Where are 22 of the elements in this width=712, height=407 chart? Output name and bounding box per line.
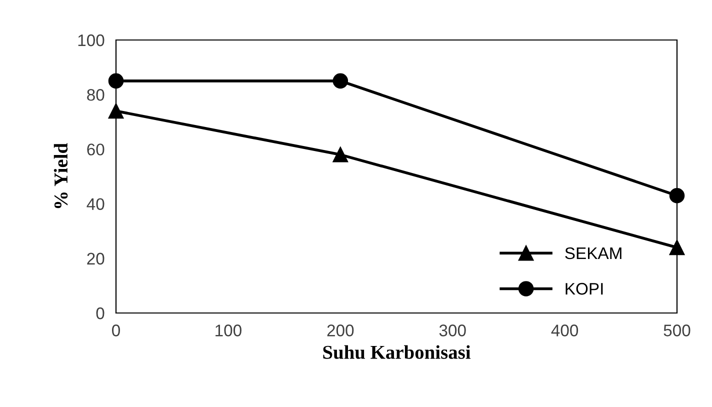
point (332, 73, 348, 89)
legend-label: SEKAM (565, 247, 622, 260)
x-tick-label: 200 (327, 324, 354, 336)
x-tick-label: 100 (216, 324, 242, 336)
y-tick-label: 20 (87, 252, 104, 265)
point (669, 240, 685, 256)
y-tick-label: 40 (86, 198, 104, 210)
y-tick-label: 60 (87, 144, 104, 156)
y-tick-label: 0 (96, 307, 104, 320)
legend-label: KOPI (566, 282, 603, 295)
y-tick-label: 100 (78, 34, 104, 46)
y-axis-title: % Yield (54, 143, 68, 208)
x-tick-label: 0 (112, 324, 120, 336)
point (108, 73, 124, 89)
y-tick-label: 80 (87, 89, 104, 101)
x-tick-label: 500 (664, 324, 690, 336)
x-tick-label: 300 (439, 324, 466, 336)
point (108, 103, 124, 119)
x-axis-title: Suhu Karbonisasi (323, 345, 471, 359)
point (669, 188, 685, 204)
point (332, 147, 348, 162)
x-tick-label: 400 (551, 324, 578, 336)
